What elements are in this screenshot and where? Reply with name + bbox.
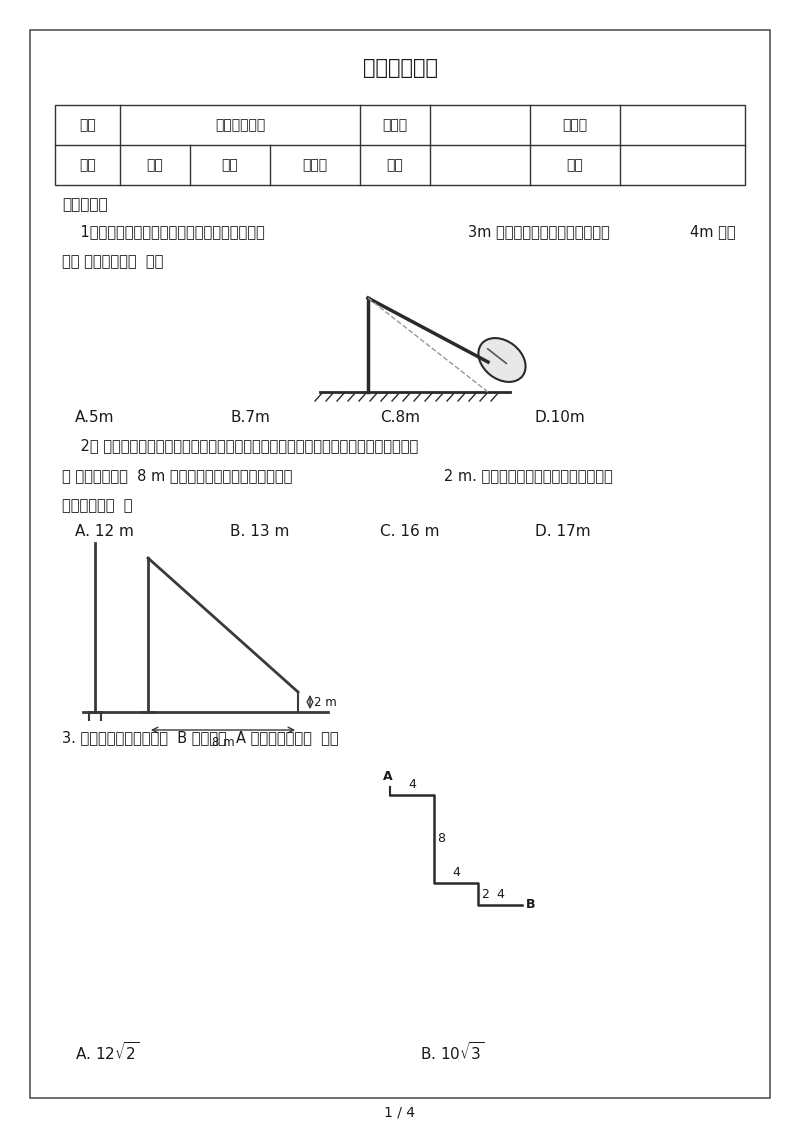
Text: 勾股定理应用: 勾股定理应用: [362, 58, 438, 78]
Text: 数学: 数学: [146, 158, 163, 172]
Text: 1 / 4: 1 / 4: [385, 1106, 415, 1120]
Text: 则树 折断之前高（  ）．: 则树 折断之前高（ ）．: [62, 254, 163, 270]
Text: 3m 处折断，树顶端落在离树底部: 3m 处折断，树顶端落在离树底部: [468, 225, 610, 239]
Text: B.7m: B.7m: [230, 411, 270, 426]
Text: 勾股定理应用: 勾股定理应用: [215, 119, 265, 132]
Text: B: B: [526, 899, 535, 911]
Text: D.10m: D.10m: [535, 411, 586, 426]
Text: 得分: 得分: [566, 158, 583, 172]
Text: A: A: [383, 770, 393, 784]
Text: A. 12$\sqrt{2}$: A. 12$\sqrt{2}$: [75, 1041, 139, 1064]
Text: 2: 2: [481, 887, 489, 901]
Text: 4: 4: [452, 866, 460, 879]
Text: 课题: 课题: [79, 119, 96, 132]
Text: 4m 处，: 4m 处，: [690, 225, 736, 239]
Text: 4: 4: [496, 889, 504, 901]
Text: C. 16 m: C. 16 m: [380, 525, 439, 540]
Text: 八年级: 八年级: [302, 158, 327, 172]
Text: 年级: 年级: [222, 158, 238, 172]
Bar: [55, 105, 745, 185]
Text: C.8m: C.8m: [380, 411, 420, 426]
Ellipse shape: [478, 338, 526, 382]
Text: 8: 8: [437, 832, 445, 846]
Text: 学科: 学科: [79, 158, 96, 172]
Text: A.5m: A.5m: [75, 411, 114, 426]
Text: 3. 如图，从台阶的下端点  B 到上端点  A 的直线距离为（  ）．: 3. 如图，从台阶的下端点 B 到上端点 A 的直线距离为（ ）．: [62, 730, 338, 745]
Text: B. 10$\sqrt{3}$: B. 10$\sqrt{3}$: [420, 1041, 485, 1064]
Text: A. 12 m: A. 12 m: [75, 525, 134, 540]
Text: 4: 4: [408, 778, 416, 791]
Text: 2 m. 则旗杆的高度（滑轮上方的部分忽: 2 m. 则旗杆的高度（滑轮上方的部分忽: [430, 469, 613, 483]
Text: 1．如图，一棵大树被台风刷断，若树在离地面: 1．如图，一棵大树被台风刷断，若树在离地面: [62, 225, 265, 239]
Text: 8 m: 8 m: [212, 735, 234, 749]
Text: 使用人: 使用人: [562, 119, 587, 132]
Text: 出题人: 出题人: [382, 119, 407, 132]
Text: 略不计）为（  ）: 略不计）为（ ）: [62, 499, 133, 514]
Text: 班级: 班级: [386, 158, 403, 172]
Text: B. 13 m: B. 13 m: [230, 525, 290, 540]
Text: 2． 如图，小亮将升旗的绳子拉到旗杆底端，绳子末端刚好接触到地面，然后将绳子末: 2． 如图，小亮将升旗的绳子拉到旗杆底端，绳子末端刚好接触到地面，然后将绳子末: [62, 438, 418, 454]
Text: 2 m: 2 m: [314, 695, 337, 709]
Text: D. 17m: D. 17m: [535, 525, 590, 540]
Text: 端 拉到距离旗杆  8 m 处，发现此时绳子末端距离地面: 端 拉到距离旗杆 8 m 处，发现此时绳子末端距离地面: [62, 469, 292, 483]
Text: 一、选择题: 一、选择题: [62, 198, 108, 212]
